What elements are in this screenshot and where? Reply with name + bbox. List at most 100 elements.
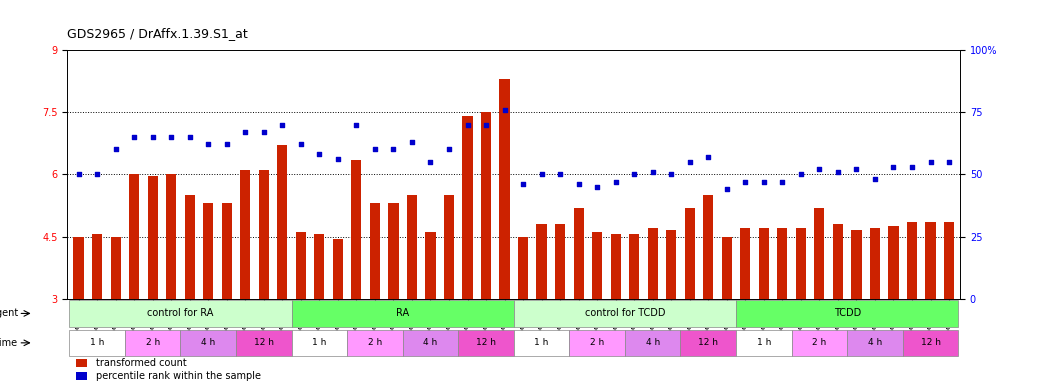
Bar xyxy=(703,195,713,299)
Bar xyxy=(74,237,84,299)
Bar xyxy=(258,170,269,299)
Bar xyxy=(537,224,547,299)
Text: percentile rank within the sample: percentile rank within the sample xyxy=(97,371,261,381)
Bar xyxy=(388,204,399,299)
Bar xyxy=(444,195,454,299)
Text: TCDD: TCDD xyxy=(834,308,861,318)
Bar xyxy=(851,230,862,299)
Point xyxy=(663,171,680,177)
Text: 4 h: 4 h xyxy=(868,338,882,348)
Bar xyxy=(740,228,750,299)
Bar xyxy=(92,235,102,299)
Bar xyxy=(570,329,625,356)
Point xyxy=(940,159,957,165)
Bar xyxy=(203,204,214,299)
Bar xyxy=(147,176,158,299)
Point xyxy=(237,129,253,135)
Text: 2 h: 2 h xyxy=(367,338,382,348)
Bar xyxy=(292,300,514,327)
Point xyxy=(311,151,328,157)
Point xyxy=(700,154,716,160)
Text: 2 h: 2 h xyxy=(145,338,160,348)
Bar xyxy=(721,237,732,299)
Bar xyxy=(736,300,958,327)
Bar xyxy=(347,329,403,356)
Bar xyxy=(666,230,677,299)
Bar xyxy=(555,224,566,299)
Bar xyxy=(926,222,935,299)
Bar xyxy=(592,232,602,299)
Point xyxy=(904,164,921,170)
Point xyxy=(404,139,420,145)
Point xyxy=(422,159,439,165)
Point xyxy=(626,171,643,177)
Bar xyxy=(681,329,736,356)
Text: 4 h: 4 h xyxy=(424,338,438,348)
Bar xyxy=(351,160,361,299)
Bar xyxy=(129,174,139,299)
Bar xyxy=(903,329,958,356)
Text: 1 h: 1 h xyxy=(535,338,549,348)
Bar xyxy=(181,329,236,356)
Point xyxy=(811,166,827,172)
Text: agent: agent xyxy=(0,308,19,318)
Bar xyxy=(125,329,181,356)
Bar xyxy=(77,359,87,367)
Bar xyxy=(70,329,125,356)
Point xyxy=(348,121,364,127)
Point xyxy=(496,107,513,113)
Point xyxy=(89,171,106,177)
Point xyxy=(441,146,458,152)
Bar xyxy=(481,112,491,299)
Point xyxy=(385,146,402,152)
Bar xyxy=(458,329,514,356)
Point xyxy=(144,134,161,140)
Bar xyxy=(847,329,903,356)
Bar xyxy=(685,207,694,299)
Bar xyxy=(277,145,288,299)
Point xyxy=(737,179,754,185)
Bar xyxy=(814,207,824,299)
Text: 1 h: 1 h xyxy=(90,338,104,348)
Bar xyxy=(110,237,120,299)
Bar xyxy=(166,174,176,299)
Point xyxy=(515,181,531,187)
Point xyxy=(922,159,938,165)
Bar xyxy=(625,329,681,356)
Bar xyxy=(870,228,880,299)
Bar xyxy=(292,329,347,356)
Bar xyxy=(315,235,325,299)
Bar xyxy=(629,235,639,299)
Point xyxy=(774,179,791,185)
Point xyxy=(682,159,699,165)
Point xyxy=(200,141,217,147)
Point xyxy=(182,134,198,140)
Bar xyxy=(77,372,87,380)
Bar xyxy=(648,228,658,299)
Bar xyxy=(796,228,805,299)
Bar xyxy=(403,329,458,356)
Bar xyxy=(185,195,195,299)
Text: 4 h: 4 h xyxy=(646,338,660,348)
Bar xyxy=(759,228,769,299)
Text: 4 h: 4 h xyxy=(201,338,215,348)
Text: 1 h: 1 h xyxy=(312,338,327,348)
Point xyxy=(867,176,883,182)
Bar xyxy=(462,116,472,299)
Bar xyxy=(333,238,343,299)
Text: RA: RA xyxy=(397,308,409,318)
Bar xyxy=(514,329,570,356)
Text: GDS2965 / DrAffx.1.39.S1_at: GDS2965 / DrAffx.1.39.S1_at xyxy=(67,27,248,40)
Text: 12 h: 12 h xyxy=(921,338,940,348)
Text: 2 h: 2 h xyxy=(813,338,826,348)
Text: time: time xyxy=(0,338,19,348)
Bar xyxy=(236,329,292,356)
Point xyxy=(293,141,309,147)
Point xyxy=(570,181,586,187)
Bar xyxy=(889,226,899,299)
Point xyxy=(71,171,87,177)
Point xyxy=(329,156,346,162)
Text: 2 h: 2 h xyxy=(590,338,604,348)
Text: control for RA: control for RA xyxy=(147,308,214,318)
Point xyxy=(126,134,142,140)
